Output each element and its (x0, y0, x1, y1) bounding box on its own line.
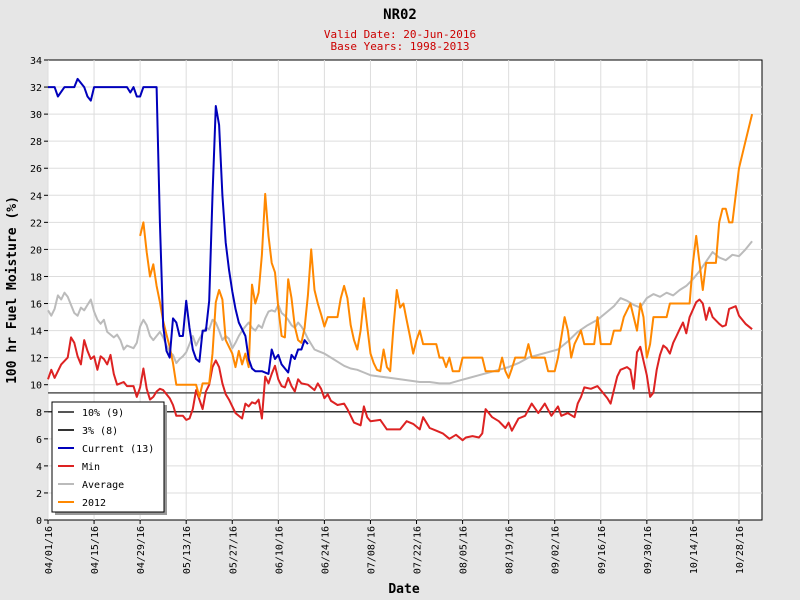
y-tick-label: 18 (30, 272, 42, 283)
series-line (139, 113, 754, 398)
legend-label: Average (82, 480, 124, 491)
y-tick-label: 6 (36, 435, 42, 446)
x-tick-label: 07/22/16 (413, 526, 424, 574)
legend-label: Min (82, 462, 100, 473)
x-tick-label: 07/08/16 (366, 526, 377, 574)
y-tick-label: 24 (30, 191, 42, 202)
y-tick-label: 0 (36, 516, 42, 527)
series-line (47, 298, 753, 442)
x-tick-label: 04/01/16 (44, 526, 55, 574)
x-axis: 04/01/16 04/15/16 04/29/16 05/13/16 05/27/16… (44, 520, 746, 574)
legend-label: 10% (9) (82, 408, 124, 419)
x-tick-label: 10/14/16 (689, 526, 700, 574)
x-tick-label: 04/29/16 (136, 526, 147, 574)
y-axis-label: 100 hr Fuel Moisture (%) (5, 196, 20, 384)
x-tick-label: 08/19/16 (505, 526, 516, 574)
x-tick-label: 05/27/16 (228, 526, 239, 574)
y-tick-label: 10 (30, 381, 42, 392)
series-line (47, 240, 753, 385)
series-lines (47, 77, 754, 442)
y-tick-label: 26 (30, 164, 42, 175)
y-tick-label: 14 (30, 327, 42, 338)
y-tick-label: 22 (30, 218, 42, 229)
y-tick-label: 32 (30, 83, 42, 94)
legend-box (51, 401, 165, 513)
legend-label: 3% (8) (82, 426, 118, 437)
chart-title: NR02 (383, 7, 417, 23)
y-tick-label: 16 (30, 300, 42, 311)
y-tick-label: 8 (36, 408, 42, 419)
legend-label: 2012 (82, 498, 106, 509)
x-tick-label: 05/13/16 (182, 526, 193, 574)
x-tick-label: 09/16/16 (597, 526, 608, 574)
x-tick-label: 08/05/16 (459, 526, 470, 574)
y-tick-label: 28 (30, 137, 42, 148)
y-tick-label: 20 (30, 245, 42, 256)
x-tick-label: 04/15/16 (90, 526, 101, 574)
y-tick-label: 12 (30, 354, 42, 365)
chart-subtitle-valid-date: Valid Date: 20-Jun-2016 (324, 28, 476, 41)
x-tick-label: 06/10/16 (274, 526, 285, 574)
x-tick-label: 06/24/16 (320, 526, 331, 574)
x-axis-label: Date (388, 582, 419, 597)
y-tick-label: 2 (36, 489, 42, 500)
legend: 10% (9) 3% (8) Current (13) Min Average 2012 (51, 401, 167, 515)
x-tick-label: 09/02/16 (551, 526, 562, 574)
chart-subtitle-base-years: Base Years: 1998-2013 (330, 40, 469, 53)
series-line (48, 77, 309, 375)
y-tick-label: 34 (30, 56, 42, 67)
legend-label: Current (13) (82, 444, 154, 455)
x-tick-label: 09/30/16 (643, 526, 654, 574)
x-tick-label: 10/28/16 (735, 526, 746, 574)
y-tick-label: 30 (30, 110, 42, 121)
y-tick-label: 4 (36, 462, 42, 473)
